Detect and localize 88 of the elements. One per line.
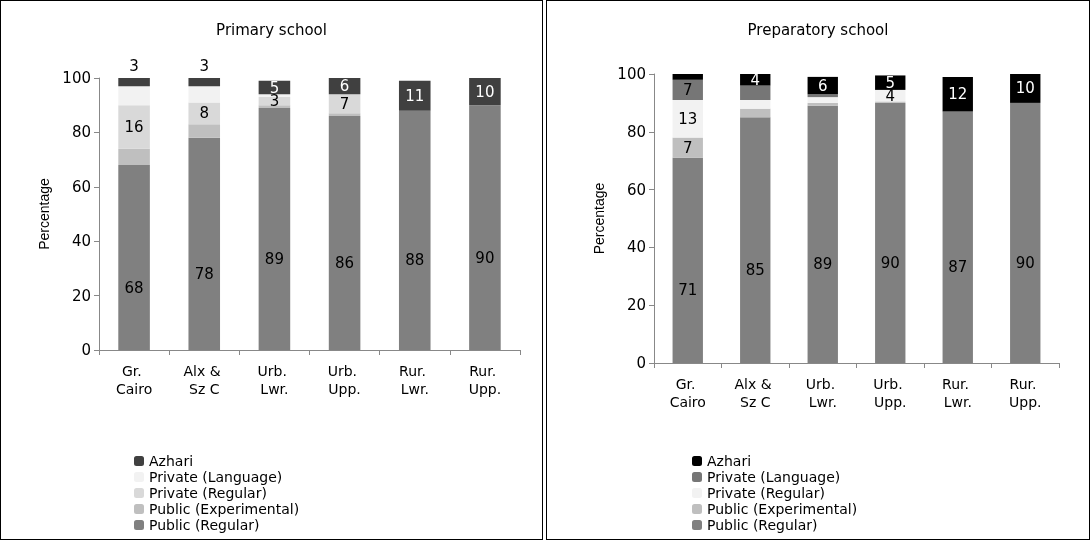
bar (118, 78, 150, 87)
data-label: 6 (817, 76, 828, 95)
data-label: 6 (339, 77, 350, 96)
y-tick-label: 80 (626, 122, 646, 141)
data-label: 7 (339, 94, 350, 113)
data-label: 90 (880, 253, 900, 272)
x-tick-label: Gr. Cairo (115, 363, 153, 397)
bar (188, 124, 221, 138)
bar (118, 105, 150, 149)
data-label: 88 (405, 251, 425, 270)
y-axis-title: Percentage (36, 177, 52, 250)
y-tick-label: 0 (81, 341, 91, 359)
bar (188, 86, 221, 103)
y-tick-label: 40 (71, 232, 91, 251)
x-tick-label: Urb. Lwr. (805, 376, 840, 410)
bar (258, 105, 291, 108)
data-label: 89 (264, 249, 284, 268)
data-label: 3 (129, 56, 139, 75)
y-tick-label: 60 (71, 177, 91, 196)
data-label: 68 (124, 278, 144, 297)
data-label: 7 (682, 80, 693, 99)
bar (118, 86, 150, 106)
bar (672, 137, 703, 158)
legend-label: Public (Regular) (707, 517, 818, 533)
bar (740, 85, 771, 101)
y-tick-label: 60 (626, 180, 646, 199)
data-label: 90 (475, 248, 495, 267)
bar (398, 80, 431, 111)
data-label: 85 (745, 261, 765, 280)
bar (740, 100, 771, 109)
bar (740, 108, 771, 118)
data-label: 89 (813, 255, 833, 274)
legend-label: Azhari (707, 453, 752, 469)
bar (807, 94, 838, 98)
data-label: 10 (1015, 79, 1035, 98)
y-tick-label: 100 (62, 69, 91, 87)
data-label: 87 (948, 258, 968, 277)
y-tick-label: 0 (636, 354, 646, 372)
bar (807, 102, 838, 106)
bar (328, 94, 361, 114)
data-label: 16 (124, 117, 144, 136)
x-tick-label: Urb. Upp. (873, 376, 908, 410)
chart-title: Preparatory school (747, 20, 889, 39)
bar (672, 100, 703, 138)
data-label: 78 (194, 264, 214, 283)
legend-label: Private (Language) (149, 469, 283, 485)
legend-label: Public (Experimental) (707, 501, 858, 517)
x-tick-label: Rur. Upp. (1009, 376, 1042, 410)
legend-label: Public (Regular) (149, 517, 260, 533)
y-axis-title: Percentage (591, 182, 607, 255)
x-tick-label: Urb. Upp. (327, 363, 362, 397)
x-tick-label: Rur. Lwr. (399, 363, 431, 397)
data-label: 7 (682, 138, 693, 157)
y-tick-label: 100 (617, 65, 646, 83)
bar (188, 78, 221, 87)
data-label: 10 (475, 82, 495, 101)
bar (328, 113, 361, 117)
data-label: 71 (678, 281, 698, 300)
legend-label: Private (Regular) (707, 485, 825, 501)
data-label: 8 (199, 104, 210, 123)
legend-label: Azhari (149, 453, 194, 469)
data-label: 90 (1015, 253, 1035, 272)
x-tick-label: Rur. Lwr. (942, 376, 974, 410)
data-label: 13 (678, 109, 698, 128)
data-label: 12 (948, 85, 968, 104)
y-tick-label: 80 (71, 123, 91, 142)
bar (875, 75, 906, 90)
data-label: 11 (405, 86, 425, 105)
y-tick-label: 40 (626, 238, 646, 257)
bar (942, 76, 973, 112)
y-tick-label: 20 (71, 286, 91, 305)
x-tick-label: Alx & Sz C (183, 363, 226, 397)
chart-title: Primary school (216, 20, 327, 39)
legend-label: Private (Language) (707, 469, 841, 485)
bar (118, 148, 150, 166)
legend-label: Private (Regular) (149, 485, 267, 501)
x-tick-label: Rur. Upp. (468, 363, 502, 397)
data-label: 3 (199, 56, 210, 75)
y-tick-label: 20 (626, 296, 646, 315)
bar (188, 102, 221, 125)
x-tick-label: Gr. Cairo (669, 376, 706, 410)
x-tick-label: Urb. Lwr. (257, 363, 292, 397)
bar (672, 79, 703, 101)
bar (672, 74, 703, 80)
x-tick-label: Alx & Sz C (734, 376, 777, 410)
legend-label: Public (Experimental) (149, 501, 300, 517)
data-label: 86 (335, 254, 355, 273)
bar (807, 97, 838, 103)
